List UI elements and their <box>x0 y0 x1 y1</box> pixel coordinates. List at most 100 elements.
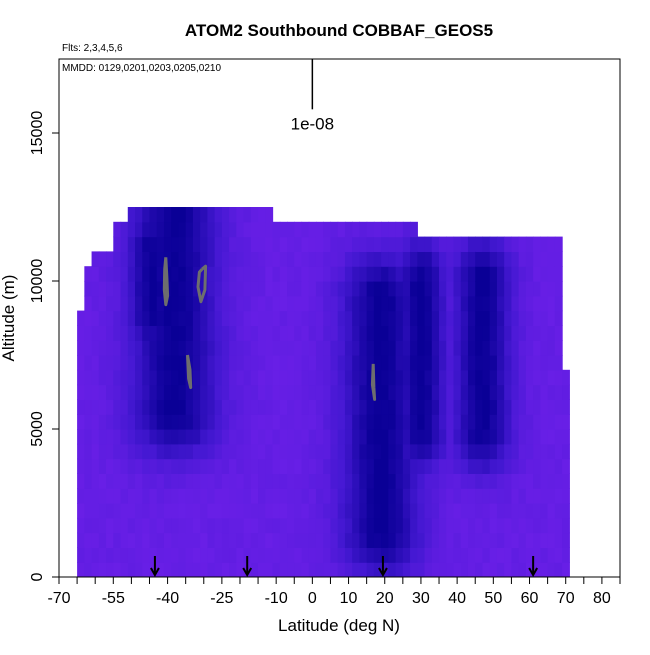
curtain-cell <box>344 399 353 415</box>
curtain-cell <box>250 532 259 548</box>
curtain-cell <box>84 443 93 460</box>
curtain-cell <box>294 384 303 400</box>
curtain-cell <box>525 429 534 445</box>
curtain-cell <box>84 532 93 548</box>
curtain-cell <box>460 384 469 400</box>
curtain-cell <box>156 295 165 312</box>
curtain-cell <box>77 429 85 445</box>
curtain-cell <box>127 325 136 341</box>
curtain-cell <box>214 236 223 252</box>
curtain-cell <box>366 355 375 371</box>
curtain-cell <box>359 414 368 430</box>
curtain-cell <box>207 310 216 326</box>
curtain-cell <box>424 503 433 519</box>
curtain-cell <box>185 458 194 474</box>
curtain-cell <box>243 547 252 563</box>
curtain-cell <box>91 384 100 400</box>
curtain-cell <box>533 355 541 371</box>
curtain-cell <box>388 429 397 445</box>
curtain-cell <box>467 325 476 341</box>
curtain-cell <box>192 517 201 534</box>
curtain-cell <box>294 503 303 519</box>
curtain-cell <box>344 340 353 356</box>
curtain-cell <box>279 384 288 400</box>
curtain-cell <box>453 443 462 460</box>
curtain-cell <box>453 458 462 474</box>
curtain-cell <box>127 355 136 371</box>
curtain-cell <box>431 414 440 430</box>
curtain-cell <box>562 384 570 400</box>
curtain-cell <box>366 369 375 386</box>
curtain-cell <box>171 503 180 519</box>
curtain-cell <box>496 369 505 386</box>
curtain-cell <box>547 503 556 519</box>
curtain-cell <box>388 488 397 504</box>
curtain-cell <box>272 266 281 282</box>
curtain-cell <box>482 517 491 534</box>
curtain-cell <box>135 325 143 341</box>
curtain-cell <box>366 221 375 238</box>
curtain-cell <box>250 295 259 312</box>
curtain-cell <box>207 547 216 563</box>
curtain-cell <box>113 443 122 460</box>
curtain-cell <box>301 295 310 312</box>
curtain-cell <box>431 488 440 504</box>
curtain-cell <box>402 236 411 252</box>
curtain-cell <box>402 488 411 504</box>
curtain-cell <box>504 251 513 267</box>
curtain-cell <box>149 355 158 371</box>
curtain-cell <box>301 384 310 400</box>
curtain-cell <box>467 384 476 400</box>
curtain-cell <box>214 547 223 563</box>
curtain-cell <box>352 236 361 252</box>
curtain-cell <box>265 547 274 563</box>
curtain-cell <box>511 355 520 371</box>
curtain-cell <box>120 369 129 386</box>
curtain-cell <box>200 458 208 474</box>
curtain-cell <box>250 251 259 267</box>
curtain-cell <box>142 547 151 563</box>
curtain-cell <box>504 266 513 282</box>
curtain-cell <box>402 399 411 415</box>
curtain-cell <box>106 488 114 504</box>
curtain-cell <box>504 325 513 341</box>
curtain-cell <box>467 562 476 577</box>
curtain-cell <box>352 517 361 534</box>
curtain-cell <box>221 281 230 297</box>
curtain-cell <box>221 384 230 400</box>
curtain-cell <box>127 458 136 474</box>
curtain-cell <box>352 355 361 371</box>
curtain-cell <box>525 443 534 460</box>
curtain-cell <box>431 369 440 386</box>
curtain-cell <box>554 473 563 489</box>
curtain-cell <box>417 562 426 577</box>
curtain-cell <box>547 340 556 356</box>
curtain-cell <box>475 369 484 386</box>
curtain-cell <box>207 532 216 548</box>
curtain-cell <box>315 414 324 430</box>
curtain-cell <box>142 281 151 297</box>
curtain-cell <box>410 488 418 504</box>
curtain-cell <box>106 310 114 326</box>
curtain-cell <box>496 429 505 445</box>
curtain-cell <box>547 266 556 282</box>
curtain-cell <box>344 547 353 563</box>
curtain-cell <box>323 532 332 548</box>
curtain-cell <box>504 517 513 534</box>
curtain-cell <box>98 369 107 386</box>
curtain-cell <box>330 369 339 386</box>
curtain-cell <box>127 532 136 548</box>
curtain-cell <box>511 414 520 430</box>
curtain-cell <box>156 369 165 386</box>
curtain-cell <box>236 399 245 415</box>
curtain-cell <box>294 355 303 371</box>
curtain-cell <box>279 503 288 519</box>
curtain-cell <box>388 310 397 326</box>
curtain-cell <box>279 547 288 563</box>
curtain-cell <box>518 532 527 548</box>
curtain-cell <box>163 325 172 341</box>
curtain-cell <box>352 295 361 312</box>
curtain-cell <box>388 458 397 474</box>
curtain-cell <box>446 266 455 282</box>
x-tick-label: 80 <box>593 590 611 607</box>
